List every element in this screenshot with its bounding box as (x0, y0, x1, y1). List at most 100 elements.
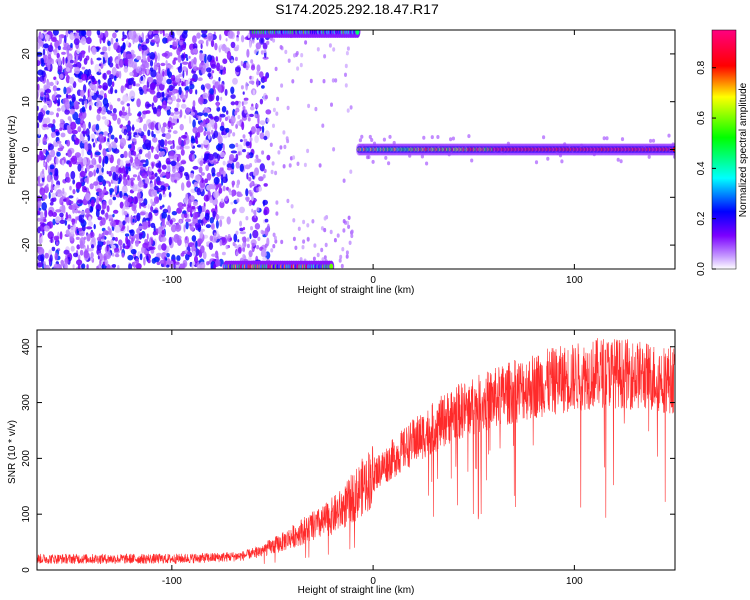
heatmap-cell (230, 41, 236, 49)
heatmap-cell (197, 131, 201, 138)
heatmap-cell (135, 263, 142, 269)
heatmap-cell (46, 174, 52, 183)
heatmap-cell (259, 98, 264, 105)
heatmap-cell (154, 178, 157, 188)
heatmap-cell (201, 219, 204, 226)
heatmap-cell (180, 149, 185, 156)
heatmap-cell (157, 52, 161, 62)
heatmap-cell (470, 158, 474, 163)
heatmap-cell (138, 225, 144, 230)
heatmap-cell (123, 210, 128, 216)
heatmap-cell (150, 198, 153, 205)
heatmap-cell (76, 244, 81, 250)
heatmap-cell (246, 197, 250, 203)
heatmap-cell (122, 243, 126, 249)
heatmap-cell (161, 126, 166, 134)
heatmap-cell (111, 253, 115, 257)
heatmap-cell (40, 91, 45, 98)
heatmap-cell (101, 116, 107, 120)
heatmap-cell (217, 84, 222, 93)
heatmap-cell (108, 125, 113, 134)
heatmap-cell (191, 235, 197, 242)
heatmap-cell (72, 179, 76, 185)
heatmap-cell (184, 218, 192, 223)
heatmap-cell (59, 219, 66, 224)
heatmap-cell (263, 135, 268, 141)
heatmap-cell (254, 113, 258, 119)
heatmap-cell (263, 48, 267, 54)
heatmap-cell (306, 148, 310, 154)
heatmap-cell (248, 201, 252, 207)
heatmap-cell (239, 220, 243, 227)
heatmap-cell (192, 100, 196, 108)
heatmap-cell (45, 117, 51, 124)
heatmap-cell (55, 78, 58, 85)
heatmap-cell (149, 59, 154, 67)
heatmap-cell (181, 31, 188, 39)
heatmap-cell (88, 105, 92, 111)
heatmap-cell (242, 106, 246, 111)
heatmap-cell (331, 78, 335, 83)
heatmap-cell (241, 236, 245, 242)
heatmap-cell (158, 121, 161, 131)
heatmap-cell (230, 94, 236, 99)
heatmap-cell (205, 39, 209, 47)
heatmap-cell (229, 237, 232, 241)
heatmap-cell (46, 81, 51, 88)
heatmap-cell (198, 39, 205, 45)
heatmap-cell (221, 176, 228, 184)
heatmap-cell (180, 78, 185, 83)
heatmap-cell (154, 34, 160, 42)
heatmap-cell (210, 39, 215, 48)
heatmap-cell (182, 203, 187, 207)
heatmap-cell (211, 253, 217, 257)
heatmap-cell (91, 138, 94, 142)
heatmap-cell (53, 91, 58, 96)
heatmap-cell (251, 80, 255, 86)
colorbar: 0.0 0.2 0.4 0.6 0.8 Normalized spectral ampl… (696, 29, 749, 276)
heatmap-cell (182, 61, 189, 65)
heatmap-cell (79, 249, 84, 256)
heatmap-cell (158, 105, 163, 110)
heatmap-cell (53, 76, 57, 81)
heatmap-cell (127, 120, 131, 126)
heatmap-cell (225, 195, 229, 200)
heatmap-cell (243, 242, 247, 247)
heatmap-cell (93, 223, 96, 230)
heatmap-cell (144, 139, 150, 148)
heatmap-cell (91, 46, 97, 55)
heatmap-cell (241, 247, 245, 252)
heatmap-cell (136, 228, 141, 235)
heatmap-cell (44, 252, 49, 259)
heatmap-cell (37, 246, 44, 255)
heatmap-cell (130, 156, 134, 164)
heatmap-cell (182, 262, 186, 268)
heatmap-cell (149, 182, 154, 190)
heatmap-cell (236, 44, 240, 49)
heatmap-cell (227, 30, 234, 39)
heatmap-cell (245, 188, 249, 197)
heatmap-cell (166, 78, 172, 85)
heatmap-cell (272, 244, 276, 249)
heatmap-cell (75, 236, 80, 240)
heatmap-cell (251, 39, 255, 44)
heatmap-cell (130, 248, 137, 255)
heatmap-cell (185, 107, 191, 115)
heatmap-cell (92, 142, 96, 148)
heatmap-cell (103, 131, 109, 136)
heatmap-cell (165, 257, 168, 261)
heatmap-cell (137, 175, 141, 182)
heatmap-cell (51, 178, 54, 186)
heatmap-cell (118, 110, 123, 117)
heatmap-cell (204, 107, 211, 114)
heatmap-cell (138, 35, 142, 43)
heatmap-cell (98, 84, 102, 89)
heatmap-cell (43, 30, 47, 33)
heatmap-cell (262, 199, 269, 206)
heatmap-cell (198, 205, 202, 214)
heatmap-cell (126, 103, 130, 107)
heatmap-cell (259, 163, 265, 172)
heatmap-cell (96, 202, 100, 211)
heatmap-cell (370, 138, 374, 142)
